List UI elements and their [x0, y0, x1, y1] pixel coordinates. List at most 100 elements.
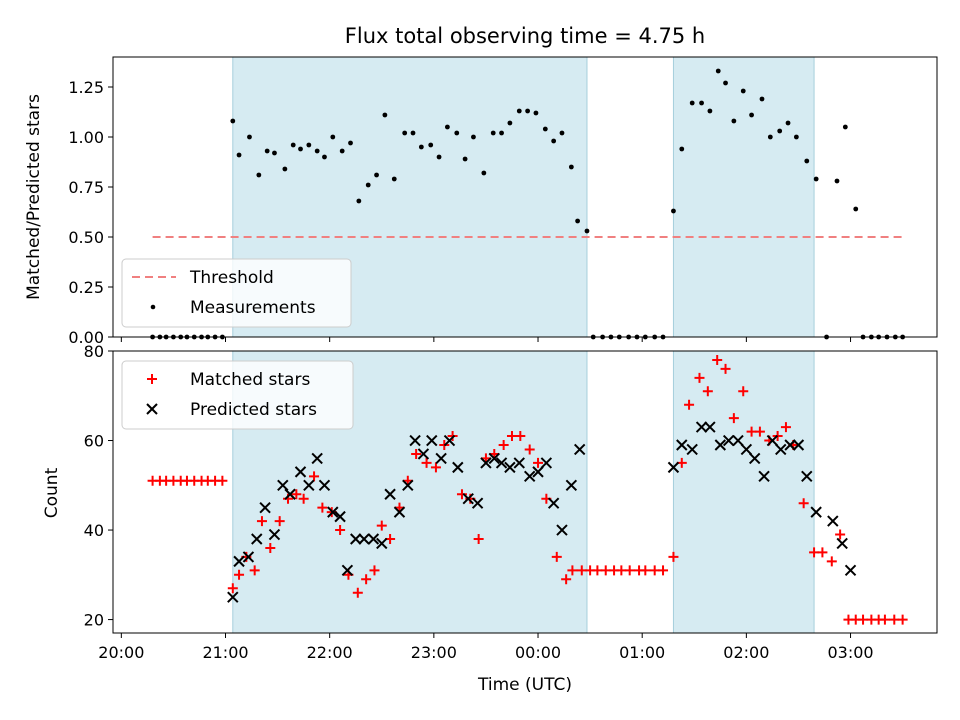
bottom-y-tick-label: 40 [84, 521, 104, 540]
matched-stars-point [352, 587, 363, 598]
matched-stars-point [658, 565, 669, 576]
matched-stars-point [720, 363, 731, 374]
matched-stars-point [473, 534, 484, 544]
predicted-stars-point [259, 501, 271, 514]
predicted-stars-point [532, 466, 544, 478]
bottom-panel: 20:00 21:00 22:00 23:00 00:00 01:00 02:00 03:00… [42, 342, 938, 695]
measurement-point [256, 172, 262, 178]
predicted-stars-point [547, 497, 560, 509]
matched-stars-point [274, 516, 285, 527]
measurement-point [533, 110, 539, 116]
measurement-point [584, 228, 590, 234]
predicted-stars-point [714, 439, 727, 451]
measurement-point [699, 100, 704, 106]
matched-stars-point [298, 493, 309, 504]
predicted-stars-point [573, 443, 586, 456]
predicted-stars-point [667, 461, 680, 474]
measurement-point [785, 120, 791, 126]
matched-stars-point [533, 457, 544, 468]
predicted-stars-point [462, 493, 474, 505]
top-legend-box [121, 258, 352, 328]
top-chart-title: Flux total observing time = 4.75 h [345, 24, 705, 48]
top-y-tick-label: 1.00 [68, 128, 104, 147]
top-x-ticks [120, 337, 852, 342]
measurement-point [264, 148, 270, 154]
matched-stars-point [265, 542, 276, 553]
measurement-point [454, 130, 460, 136]
top-y-tick-label: 0.75 [68, 178, 104, 197]
matched-stars-point [600, 565, 611, 576]
bottom-count-points [147, 354, 908, 625]
matched-stars-point [668, 551, 679, 562]
predicted-stars-point [311, 452, 323, 465]
predicted-stars-point [409, 434, 421, 447]
matched-stars-point [817, 547, 828, 558]
bottom-legend: Matched stars Predicted stars [121, 360, 354, 430]
bottom-y-tick-label: 20 [84, 611, 104, 630]
matched-stars-point [376, 520, 387, 531]
measurement-point [516, 108, 522, 114]
bottom-y-tick-label: 80 [84, 342, 104, 361]
predicted-stars-point [504, 461, 516, 474]
top-y-axis-label: Matched/Predicted stars [24, 94, 44, 300]
measurement-point [436, 154, 442, 160]
legend-matched-label: Matched stars [190, 370, 310, 390]
predicted-stars-point [704, 421, 716, 433]
matched-stars-point [309, 471, 320, 482]
predicted-stars-point [523, 470, 536, 483]
predicted-stars-point [227, 591, 239, 603]
x-tick-label: 00:00 [515, 643, 561, 662]
bottom-y-ticks: 20 40 60 80 [84, 342, 113, 630]
measurement-point [793, 134, 799, 140]
predicted-stars-point [766, 434, 779, 447]
predicted-stars-point [792, 439, 805, 451]
predicted-stars-point [268, 528, 281, 541]
matched-stars-point [249, 565, 260, 576]
legend-measurements-swatch [150, 304, 156, 310]
measurement-point [542, 126, 548, 132]
measurement-point [723, 80, 728, 86]
matched-stars-point [421, 457, 432, 468]
x-tick-label: 21:00 [202, 643, 248, 662]
predicted-stars-point [393, 506, 406, 518]
matched-stars-point [712, 354, 723, 365]
predicted-stars-point [758, 470, 770, 483]
measurement-point [348, 140, 353, 146]
measurement-point [499, 130, 504, 136]
matched-stars-point [889, 614, 900, 625]
matched-stars-point [551, 551, 562, 562]
matched-stars-point [858, 614, 869, 625]
measurement-point [462, 156, 468, 162]
matched-stars-point [567, 565, 578, 576]
measurement-point [410, 130, 416, 136]
top-y-tick-label: 1.25 [68, 78, 104, 97]
measurement-point [282, 166, 288, 172]
matched-stars-point [649, 565, 660, 576]
predicted-stars-point [732, 434, 744, 447]
shaded-observing-span [672, 350, 815, 634]
predicted-stars-point [686, 443, 698, 456]
x-tick-label: 23:00 [411, 643, 457, 662]
predicted-stars-point [740, 443, 753, 456]
measurement-point [418, 144, 424, 150]
measurement-point [330, 134, 336, 140]
matched-stars-point [702, 386, 713, 397]
measurement-point [314, 148, 320, 154]
x-tick-label: 03:00 [827, 643, 873, 662]
measurement-point [339, 148, 345, 154]
measurement-point [298, 146, 303, 152]
measurement-point [740, 88, 746, 94]
predicted-stars-point [471, 497, 484, 509]
legend-predicted-swatch [146, 403, 158, 415]
matched-stars-point [227, 583, 238, 594]
bottom-x-ticks: 20:00 21:00 22:00 23:00 00:00 01:00 02:00 03:00 [98, 633, 874, 662]
measurement-point [559, 130, 565, 136]
predicted-stars-point [426, 434, 438, 447]
matched-stars-point [217, 475, 228, 486]
measurement-point [813, 176, 819, 182]
measurement-point [804, 158, 810, 164]
measurement-point [236, 152, 242, 158]
bottom-y-axis-label: Count [42, 467, 62, 518]
measurement-point [731, 118, 737, 124]
matched-stars-point [728, 413, 739, 424]
